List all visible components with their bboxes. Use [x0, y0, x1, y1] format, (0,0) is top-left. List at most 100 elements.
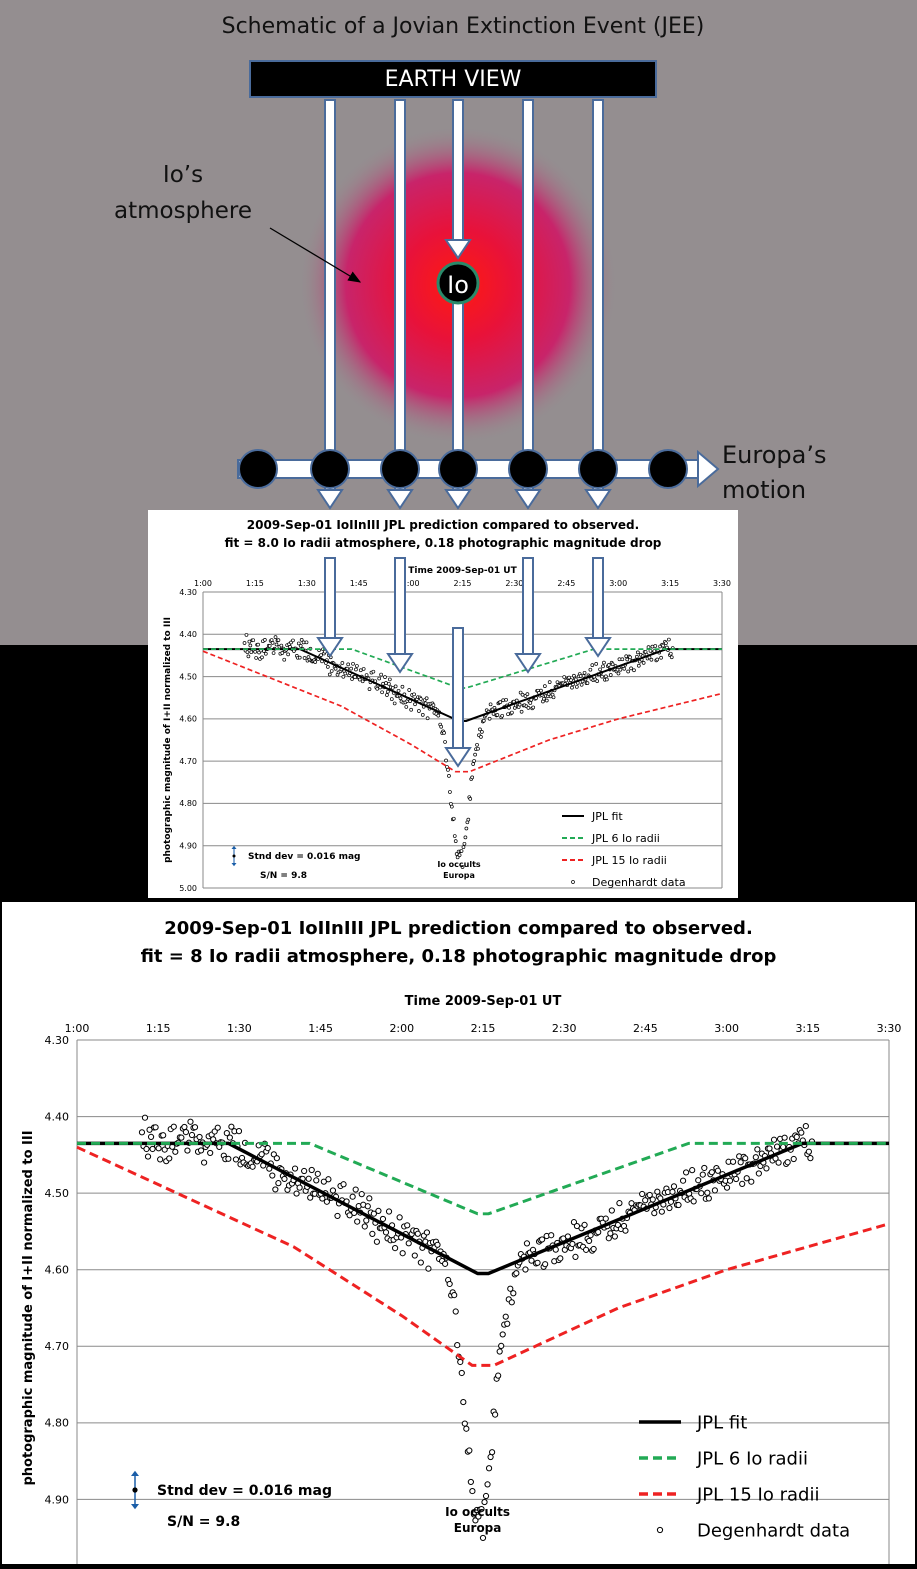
data-point [396, 1214, 403, 1221]
data-point [507, 1285, 514, 1292]
data-point [606, 663, 611, 667]
data-point [138, 1129, 146, 1136]
data-point [635, 654, 639, 659]
data-point [357, 677, 362, 682]
x-tick-label: 2:45 [633, 1022, 658, 1035]
y-tick-label: 4.70 [179, 757, 197, 766]
data-point [588, 667, 593, 672]
data-point [542, 1261, 549, 1268]
data-point [349, 1193, 356, 1200]
data-point [343, 671, 348, 676]
data-point [651, 1210, 658, 1217]
data-point [452, 1308, 459, 1315]
data-point [172, 1148, 179, 1155]
data-point [482, 1492, 490, 1500]
y-tick-label: 4.40 [179, 630, 197, 639]
atmosphere-label-line1: Io’s [163, 162, 203, 188]
x-tick-label: 2:15 [454, 579, 472, 588]
data-point [424, 696, 429, 701]
data-point [667, 637, 671, 642]
data-point [557, 1255, 564, 1262]
data-point [793, 1133, 800, 1141]
data-point [273, 1155, 280, 1162]
data-point [361, 1223, 368, 1230]
data-point [711, 1187, 719, 1194]
series-line-0 [77, 1141, 889, 1276]
data-point [291, 1165, 299, 1172]
data-point [404, 705, 409, 709]
data-point [539, 688, 543, 693]
data-point [476, 746, 480, 751]
data-point [425, 1265, 432, 1272]
x-tick-label: 3:30 [713, 579, 731, 588]
data-point [246, 654, 251, 659]
data-point [701, 1164, 708, 1172]
data-point [333, 666, 338, 671]
data-point [170, 1123, 177, 1130]
data-point [618, 667, 623, 672]
data-point [616, 671, 621, 676]
y-tick-label: 4.80 [45, 1417, 70, 1430]
data-point [742, 1155, 749, 1162]
data-point [305, 1175, 312, 1182]
data-point [708, 1169, 715, 1176]
data-point [475, 1513, 482, 1520]
data-point [431, 703, 436, 707]
data-point [298, 644, 303, 648]
y-tick-label: 4.60 [45, 1264, 70, 1277]
data-point [582, 670, 587, 675]
data-point [249, 1163, 256, 1170]
data-point [279, 643, 284, 648]
x-axis-label: Time 2009-Sep-01 UT [408, 566, 517, 576]
data-point [472, 1517, 479, 1524]
data-point [405, 1240, 412, 1247]
data-point [766, 1145, 773, 1152]
data-point [457, 1358, 464, 1366]
data-point [491, 711, 496, 716]
data-point [264, 1144, 271, 1152]
data-point [646, 1191, 653, 1199]
data-point [352, 1186, 359, 1193]
data-point [499, 1331, 506, 1338]
data-point [655, 657, 660, 662]
data-point [754, 1146, 761, 1153]
data-point [601, 664, 605, 669]
europa-label-line1: Europa’s [722, 441, 826, 469]
data-point [510, 1290, 517, 1297]
data-point [572, 1253, 579, 1260]
data-point [641, 661, 646, 665]
data-point [448, 790, 452, 794]
data-point [391, 1244, 399, 1252]
data-point [325, 1176, 332, 1183]
x-tick-label: 2:15 [471, 1022, 496, 1035]
data-point [349, 666, 353, 671]
data-point [770, 1136, 778, 1143]
data-point [590, 663, 595, 667]
data-point [551, 695, 556, 700]
data-point [547, 680, 552, 684]
data-point [235, 1128, 243, 1135]
data-point [605, 1235, 612, 1242]
data-point [481, 718, 486, 723]
data-point [600, 674, 604, 679]
data-point [478, 1505, 485, 1513]
data-point [784, 1159, 791, 1166]
data-point [313, 660, 318, 664]
data-point [319, 1195, 326, 1202]
x-tick-label: 1:00 [65, 1022, 90, 1035]
data-point [223, 1130, 230, 1137]
data-point [562, 675, 567, 679]
data-point [488, 1449, 496, 1456]
data-point [207, 1149, 214, 1157]
data-point [296, 641, 301, 646]
data-point [301, 1167, 308, 1175]
data-point [444, 758, 448, 763]
data-point [510, 710, 514, 715]
data-point [661, 643, 665, 648]
data-point [488, 702, 493, 707]
data-point [367, 687, 372, 691]
data-point [607, 1230, 614, 1237]
data-point [726, 1177, 734, 1184]
y-axis-label: photographic magnitude of I+II normalize… [21, 1130, 36, 1485]
data-point [802, 1122, 809, 1130]
